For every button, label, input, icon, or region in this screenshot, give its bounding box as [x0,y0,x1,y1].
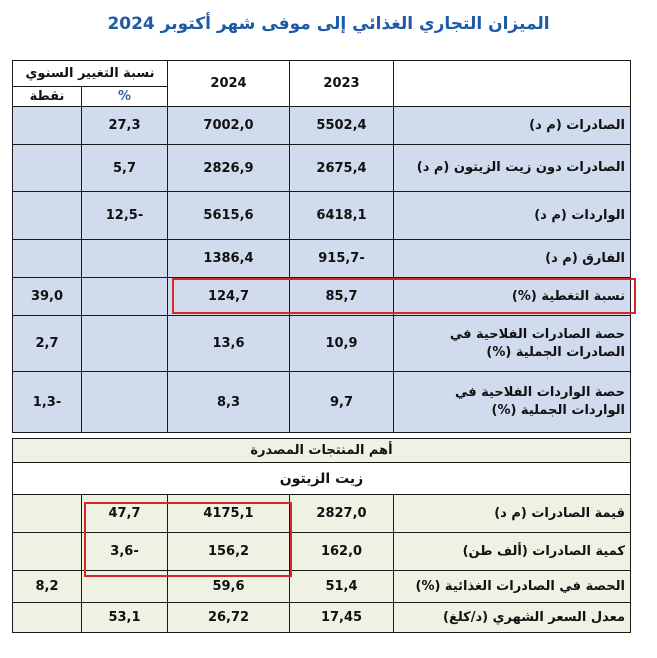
section-title: أهم المنتجات المصدرة [12,438,631,463]
value-2023: 10,9 [289,315,394,372]
value-2024: 13,6 [167,315,290,372]
change-point [12,191,82,240]
food-trade-balance-table: 2023 2024 نسبة التغيير السنوي % نقطة الص… [12,60,631,633]
value-2023: 162,0 [289,532,394,571]
change-point [12,144,82,192]
row-label: معدل السعر الشهري (د/كلغ) [393,602,631,633]
header-2024: 2024 [167,60,290,107]
subsection-header-row: زيت الزيتون [12,462,631,495]
change-percent: 27,3 [81,106,168,145]
row-label: نسبة التغطية (%) [393,277,631,316]
change-percent: 53,1 [81,602,168,633]
table-row: الصادرات دون زيت الزيتون (م د) 2675,4 28… [12,144,631,192]
value-2023: 5502,4 [289,106,394,145]
change-percent [81,239,168,278]
value-2024: 4175,1 [167,494,290,533]
table-row: الفارق (م د) -915,7 1386,4 [12,239,631,278]
value-2023: 85,7 [289,277,394,316]
header-row-units: % نقطة [12,86,631,107]
value-2023: 6418,1 [289,191,394,240]
page-title: الميزان التجاري الغذائي إلى موفى شهر أكت… [107,14,550,34]
value-2023: 9,7 [289,371,394,433]
header-empty-cell [393,60,631,107]
value-2024: 156,2 [167,532,290,571]
change-point [12,239,82,278]
table-row: الحصة في الصادرات الغذائية (%) 51,4 59,6… [12,570,631,603]
change-point: 8,2 [12,570,82,603]
value-2024: 1386,4 [167,239,290,278]
table-row: حصة الواردات الفلاحية في الواردات الجملي… [12,371,631,433]
row-label: حصة الواردات الفلاحية في الواردات الجملي… [393,371,631,433]
change-percent: -3,6 [81,532,168,571]
change-point [12,494,82,533]
table-row: نسبة التغطية (%) 85,7 124,7 39,0 [12,277,631,316]
table-row: الواردات (م د) 6418,1 5615,6 -12,5 [12,191,631,240]
header-2023: 2023 [289,60,394,107]
change-percent [81,371,168,433]
table-row: قيمة الصادرات (م د) 2827,0 4175,1 47,7 [12,494,631,533]
value-2024: 59,6 [167,570,290,603]
value-2023: 2675,4 [289,144,394,192]
change-point [12,106,82,145]
change-percent [81,570,168,603]
change-point: 39,0 [12,277,82,316]
change-percent: -12,5 [81,191,168,240]
value-2023: -915,7 [289,239,394,278]
value-2023: 17,45 [289,602,394,633]
value-2024: 8,3 [167,371,290,433]
value-2024: 5615,6 [167,191,290,240]
table-row: الصادرات (م د) 5502,4 7002,0 27,3 [12,106,631,145]
section-header-row: أهم المنتجات المصدرة [12,438,631,463]
change-percent [81,315,168,372]
row-label: الحصة في الصادرات الغذائية (%) [393,570,631,603]
value-2023: 51,4 [289,570,394,603]
row-label: الواردات (م د) [393,191,631,240]
change-point: -1,3 [12,371,82,433]
header-annual-change: نسبة التغيير السنوي [12,60,168,87]
change-point: 2,7 [12,315,82,372]
change-percent: 47,7 [81,494,168,533]
table-row: معدل السعر الشهري (د/كلغ) 17,45 26,72 53… [12,602,631,633]
change-percent: 5,7 [81,144,168,192]
value-2023: 2827,0 [289,494,394,533]
header-unit-percent: % [81,86,168,107]
header-unit-point: نقطة [12,86,82,107]
row-label: كمية الصادرات (ألف طن) [393,532,631,571]
value-2024: 26,72 [167,602,290,633]
table-row: حصة الصادرات الفلاحية في الصادرات الجملي… [12,315,631,372]
row-label: الصادرات (م د) [393,106,631,145]
change-percent [81,277,168,316]
change-point [12,532,82,571]
value-2024: 2826,9 [167,144,290,192]
row-label: الصادرات دون زيت الزيتون (م د) [393,144,631,192]
value-2024: 124,7 [167,277,290,316]
table-row: كمية الصادرات (ألف طن) 162,0 156,2 -3,6 [12,532,631,571]
value-2024: 7002,0 [167,106,290,145]
subsection-title: زيت الزيتون [12,462,631,495]
header-row-top: 2023 2024 نسبة التغيير السنوي [12,60,631,107]
change-point [12,602,82,633]
row-label: حصة الصادرات الفلاحية في الصادرات الجملي… [393,315,631,372]
row-label: قيمة الصادرات (م د) [393,494,631,533]
row-label: الفارق (م د) [393,239,631,278]
